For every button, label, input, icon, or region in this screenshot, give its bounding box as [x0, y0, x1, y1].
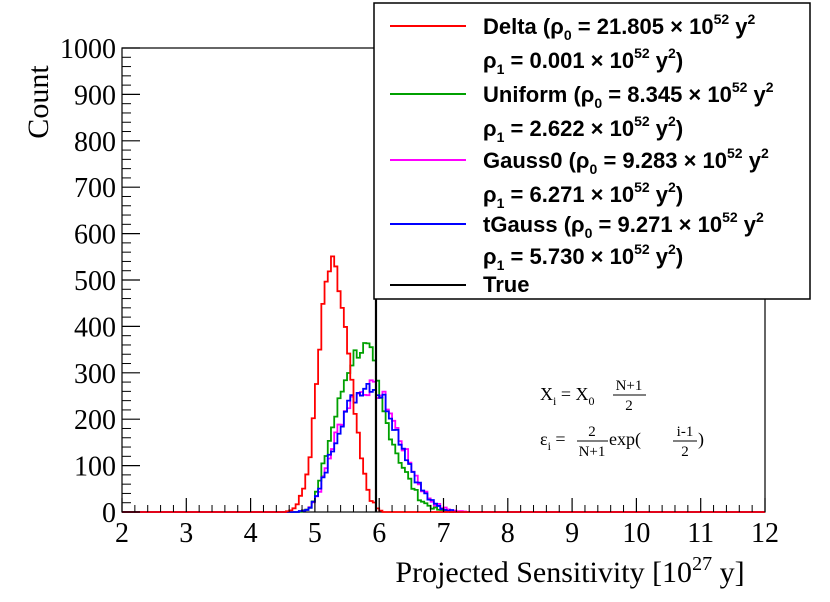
legend-delta-line2: ρ1 = 0.001 × 1052 y2) [483, 45, 683, 77]
legend-gauss0-line2: ρ1 = 6.271 × 1052 y2) [483, 179, 683, 211]
x-tick-label: 2 [115, 518, 129, 549]
y-tick-label: 1000 [60, 34, 116, 65]
annotation-e-denominator: N+1 [579, 444, 606, 460]
legend-true-label: True [483, 272, 529, 297]
x-tick-label: 12 [751, 518, 779, 549]
annotation-e-numerator2: i-1 [677, 424, 694, 440]
annotation-epsilon-formula: εi = 2 N+1 exp( i-1 2 ) [540, 424, 704, 460]
x-tick-label: 11 [687, 518, 714, 549]
x-tick-label: 5 [308, 518, 322, 549]
legend-delta-line1: Delta (ρ0 = 21.805 × 1052 y2 [483, 11, 756, 43]
axes-layer: 2 3 4 5 6 7 8 9 10 11 12 0 100 200 300 400 500 600 700 800 9… [60, 34, 779, 549]
legend-uniform-line2: ρ1 = 2.622 × 1052 y2) [483, 113, 683, 145]
svg-text:εi =: εi = [540, 429, 566, 453]
y-axis-label: Count [22, 65, 55, 139]
y-tick-label: 900 [74, 80, 116, 111]
x-tick-label: 8 [501, 518, 515, 549]
y-tick-label: 300 [74, 359, 116, 390]
x-tick-label: 4 [244, 518, 258, 549]
y-tick-label: 500 [74, 266, 116, 297]
legend-box [373, 2, 811, 300]
y-tick-label: 0 [102, 498, 116, 529]
legend-tgauss-line1: tGauss (ρ0 = 9.271 × 1052 y2 [483, 209, 764, 241]
legend-uniform-line1: Uniform (ρ0 = 8.345 × 1052 y2 [483, 79, 774, 111]
legend-gauss0-line1: Gauss0 (ρ0 = 9.283 × 1052 y2 [483, 145, 769, 177]
y-tick-label: 400 [74, 312, 116, 343]
x-tick-label: 9 [565, 518, 579, 549]
x-tick-label: 7 [437, 518, 451, 549]
annotation-e-numerator: 2 [588, 424, 596, 440]
legend: Delta (ρ0 = 21.805 × 1052 y2 ρ1 = 0.001 … [373, 2, 811, 300]
annotation-x-denominator: 2 [625, 398, 633, 414]
x-tick-label: 6 [372, 518, 386, 549]
annotation-position-formula: Xi = X0 N+1 2 [540, 378, 646, 414]
y-tick-label: 200 [74, 405, 116, 436]
x-tick-label: 10 [622, 518, 650, 549]
series-delta [122, 255, 765, 513]
y-tick-label: 100 [74, 452, 116, 483]
y-tick-label: 800 [74, 127, 116, 158]
y-tick-label: 600 [74, 220, 116, 251]
svg-text:Xi = X0: Xi = X0 [540, 384, 595, 408]
annotation-e-close: ) [698, 429, 704, 450]
x-axis-label: Projected Sensitivity [1027 y] [395, 553, 744, 589]
x-tick-label: 3 [179, 518, 193, 549]
y-tick-label: 700 [74, 173, 116, 204]
annotation-x-numerator: N+1 [616, 378, 643, 394]
legend-tgauss-line2: ρ1 = 5.730 × 1052 y2) [483, 241, 683, 273]
annotation-e-denominator2: 2 [681, 444, 689, 460]
annotation-e-exp: exp( [609, 429, 641, 450]
